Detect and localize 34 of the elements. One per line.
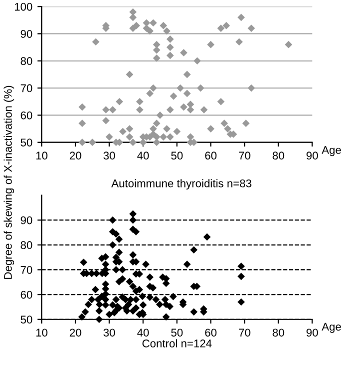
x-tick-label: 30 xyxy=(104,328,116,337)
x-tick-label: 40 xyxy=(137,152,149,160)
y-tick-label: 100 xyxy=(14,2,32,11)
y-tick-label: 50 xyxy=(20,138,32,146)
x-tick-label: 40 xyxy=(137,328,149,337)
y-tick-label: 70 xyxy=(20,84,32,92)
x-tick-label: 10 xyxy=(36,328,48,337)
y-axis-title: Degree of skewing of X-inactivation (%) xyxy=(4,86,14,279)
x-tick-label: 50 xyxy=(171,328,183,337)
x-tick-label: 60 xyxy=(205,328,216,337)
x-tick-label: 70 xyxy=(238,152,250,160)
y-tick-label: 90 xyxy=(20,216,32,224)
x-tick-label: 80 xyxy=(272,152,284,160)
y-tick-label: 80 xyxy=(20,241,32,250)
x-tick-label: 20 xyxy=(70,152,82,160)
y-tick-label: 60 xyxy=(20,290,32,299)
x-tick-label: 80 xyxy=(272,328,284,337)
x-axis-title: Age xyxy=(322,146,341,156)
y-tick-label: 90 xyxy=(20,30,32,38)
x-tick-label: 10 xyxy=(36,152,48,160)
y-tick-label: 50 xyxy=(20,316,32,324)
x-tick-label: 60 xyxy=(205,152,216,160)
x-axis-title: Age xyxy=(322,322,341,333)
text: Control n=124 xyxy=(142,339,212,348)
x-tick-label: 90 xyxy=(306,328,318,337)
text: Autoimmune thyroiditis n=83 xyxy=(111,179,252,190)
x-tick-label: 50 xyxy=(171,152,183,160)
y-tick-label: 80 xyxy=(20,57,32,66)
y-tick-label: 70 xyxy=(20,266,32,274)
y-tick-label: 60 xyxy=(20,111,32,120)
x-tick-label: 90 xyxy=(306,152,318,160)
x-tick-label: 30 xyxy=(104,152,116,160)
x-tick-label: 20 xyxy=(70,328,82,337)
x-tick-label: 70 xyxy=(238,328,250,337)
